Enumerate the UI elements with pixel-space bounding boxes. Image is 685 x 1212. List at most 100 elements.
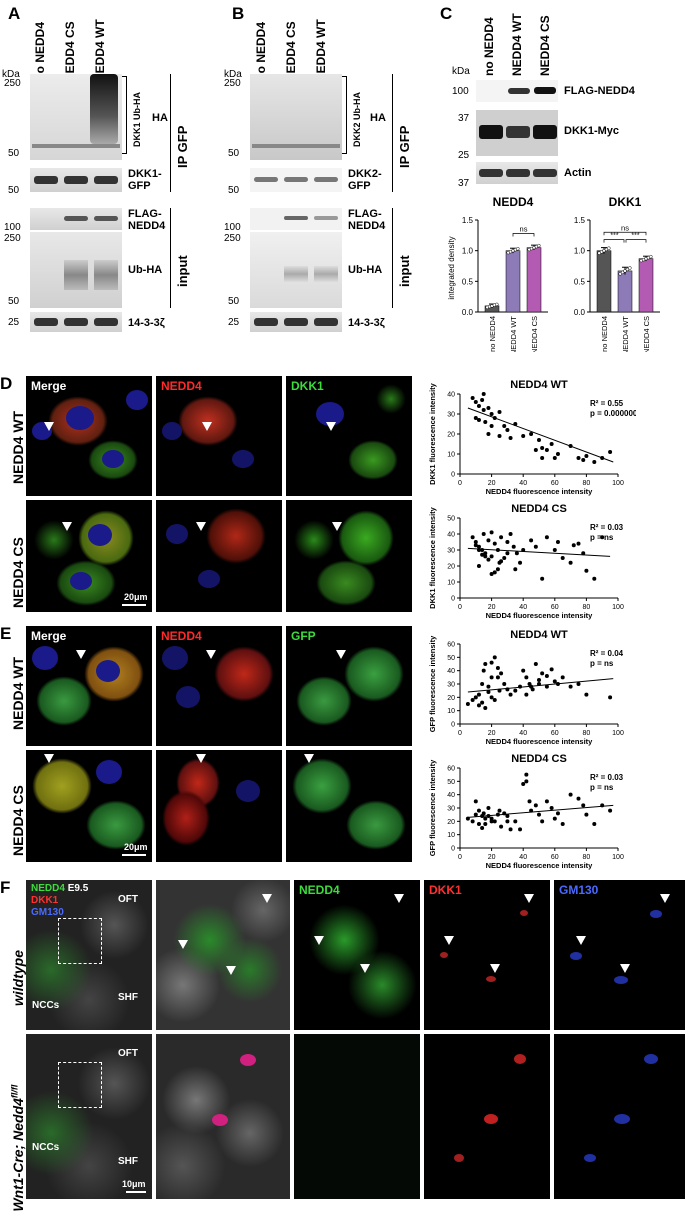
y-axis-label: DKK1 fluorescence intensity [428, 382, 437, 485]
scatter-point [592, 822, 597, 826]
stat-p: p = ns [590, 783, 614, 792]
y-tick-label: 10 [447, 452, 455, 459]
marker: 37 [458, 178, 470, 189]
scatter-point [524, 772, 529, 777]
x-tick-label: 0 [458, 730, 462, 737]
micrograph-d-merge-cs: 20μm [26, 500, 152, 612]
marker: 50 [8, 148, 20, 159]
scatter-point [499, 535, 504, 540]
panel-a-ubha-label: Ub-HA [128, 264, 163, 276]
panel-c-flag-label: FLAG-NEDD4 [564, 85, 635, 97]
scatter-title: NEDD4 CS [511, 753, 567, 765]
channel-label: DKK1 [291, 379, 324, 393]
scatter-point [537, 678, 541, 682]
scatter-point [480, 700, 485, 705]
scatter-point [473, 540, 478, 544]
x-tick-label: 0 [458, 854, 462, 861]
scale-bar [122, 604, 146, 606]
marker: 50 [228, 296, 240, 307]
micrograph-d-nedd4-cs: NEDD4 [156, 500, 282, 612]
scatter-point [540, 456, 545, 460]
blot-a-dkk1gfp [30, 168, 122, 192]
panel-e-letter: E [0, 624, 12, 643]
marker: 37 [458, 113, 470, 124]
blot-b-dkk2gfp [250, 168, 342, 192]
y-tick-label: 0.0 [574, 308, 586, 317]
scatter-point [584, 692, 589, 697]
scatter-point [508, 692, 513, 697]
scatter-point [544, 684, 549, 689]
divider [392, 208, 393, 308]
scatter-point [584, 812, 589, 817]
y-tick-label: 20 [447, 695, 455, 702]
scatter-point [552, 548, 557, 552]
panel-c-dkk1myc-label: DKK1-Myc [564, 125, 620, 137]
y-tick-label: 40 [447, 392, 455, 399]
panel-d-row-2: NEDD4 CS [10, 537, 26, 608]
regression-line [467, 678, 614, 693]
channel-label: GFP [291, 629, 316, 643]
scatter-point [576, 682, 581, 686]
y-axis-label: GFP fluorescence intensity [428, 635, 437, 732]
panel-b-ub-label: DKK2 Ub-HA [352, 92, 362, 147]
x-tick-label: 0 [458, 480, 462, 487]
micrograph-d-merge-wt: Merge [26, 376, 152, 496]
scatter-point [480, 398, 485, 402]
panel-d-letter: D [0, 374, 13, 393]
scatter-point [481, 668, 486, 673]
data-point [607, 246, 611, 250]
marker: 50 [8, 185, 20, 196]
x-axis-label: NEDD4 fluorescence intensity [486, 737, 594, 746]
panel-a-input-label: input [175, 255, 190, 287]
scatter-point [489, 695, 494, 700]
scatter-point [473, 812, 478, 817]
significance-bracket [625, 239, 647, 243]
scatter-point [486, 557, 491, 562]
scatter-point [513, 567, 518, 572]
scatter-point [497, 434, 502, 438]
channel-label: GM130 [559, 883, 599, 897]
scatter-point [499, 824, 504, 829]
panel-c-col-2: NEDD4 WT [510, 13, 524, 76]
scatter-point [473, 799, 478, 804]
scatter-point [483, 554, 488, 559]
panel-b-col-1: No NEDD4 [254, 21, 268, 82]
x-axis-label: NEDD4 fluorescence intensity [486, 487, 594, 496]
y-axis-label: GFP fluorescence intensity [428, 759, 437, 856]
bar [638, 258, 654, 313]
y-tick-label: 1.5 [574, 216, 586, 225]
blot-b-flag [250, 208, 342, 230]
scatter-point [499, 671, 504, 676]
x-tick-label: 40 [519, 730, 527, 737]
y-tick-label: 0.5 [462, 277, 474, 286]
scatter-point [529, 432, 534, 436]
divider [392, 74, 393, 192]
scatter-point [549, 667, 554, 672]
scatter-point [505, 819, 510, 824]
blot-a-ubha [30, 232, 122, 308]
scatter-point [571, 543, 576, 548]
bracket [122, 76, 127, 154]
scatter-point [470, 535, 475, 540]
marker: 25 [458, 150, 470, 161]
scatter-point [480, 682, 485, 686]
y-tick-label: 40 [447, 532, 455, 539]
scatter-point [568, 792, 573, 797]
micrograph-e-gfp-cs [286, 750, 412, 862]
scale-label: 20μm [124, 592, 148, 602]
scatter-point [576, 796, 581, 801]
x-axis-label: NEDD4 fluorescence intensity [486, 611, 594, 620]
panel-e-row-2: NEDD4 CS [10, 785, 26, 856]
scatter-point [495, 567, 500, 572]
scatter-point [524, 675, 529, 680]
scatter-point [511, 544, 516, 549]
scatter-point [540, 671, 545, 676]
y-tick-label: 60 [447, 642, 455, 649]
scatter-point [549, 442, 554, 446]
bar [596, 250, 612, 313]
y-tick-label: 1.0 [462, 247, 474, 256]
scale-bar [126, 1191, 146, 1193]
x-tick-label: 80 [583, 730, 591, 737]
tag-oft: OFT [118, 1048, 138, 1059]
scatter-point [576, 456, 581, 460]
